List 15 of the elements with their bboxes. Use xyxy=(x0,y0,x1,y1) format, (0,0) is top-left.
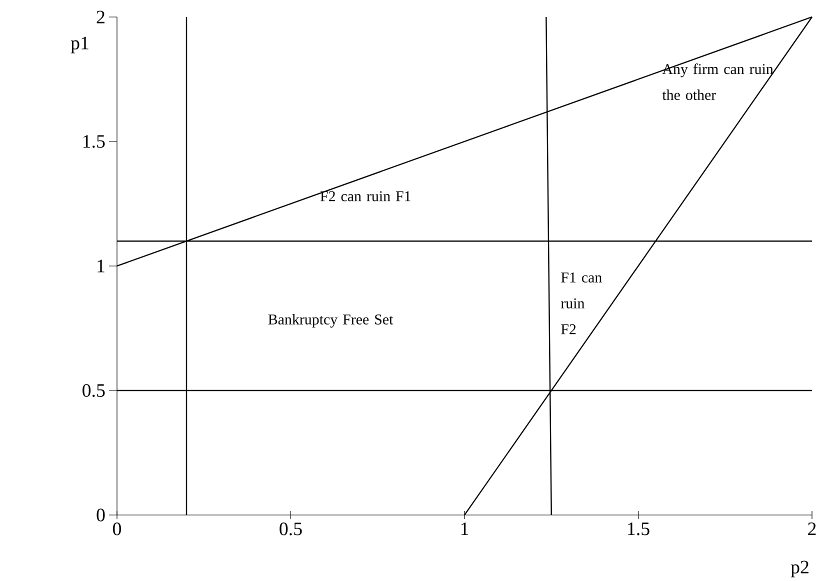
x-tick-label: 0.5 xyxy=(280,522,302,536)
x-tick-label: 1 xyxy=(461,522,468,536)
x-tick-label: 0 xyxy=(112,522,122,536)
y-tick-label: 2 xyxy=(96,10,104,24)
y-axis-title: p1 xyxy=(70,36,88,54)
y-tick-label: 0 xyxy=(96,508,105,522)
y-tick-label: 1 xyxy=(98,260,104,272)
x-tick-label: 2 xyxy=(808,522,816,536)
y-tick-label: 0.5 xyxy=(82,384,105,397)
annotation: F1 can ruin F2 xyxy=(560,272,602,334)
x-tick-label: 1.5 xyxy=(628,522,650,536)
y-tick-label: 1.5 xyxy=(83,135,105,148)
x-axis-title: p2 xyxy=(790,560,808,578)
annotation: Bankruptcy Free Set xyxy=(268,314,394,328)
annotation: Any firm can ruin the other xyxy=(662,63,774,100)
